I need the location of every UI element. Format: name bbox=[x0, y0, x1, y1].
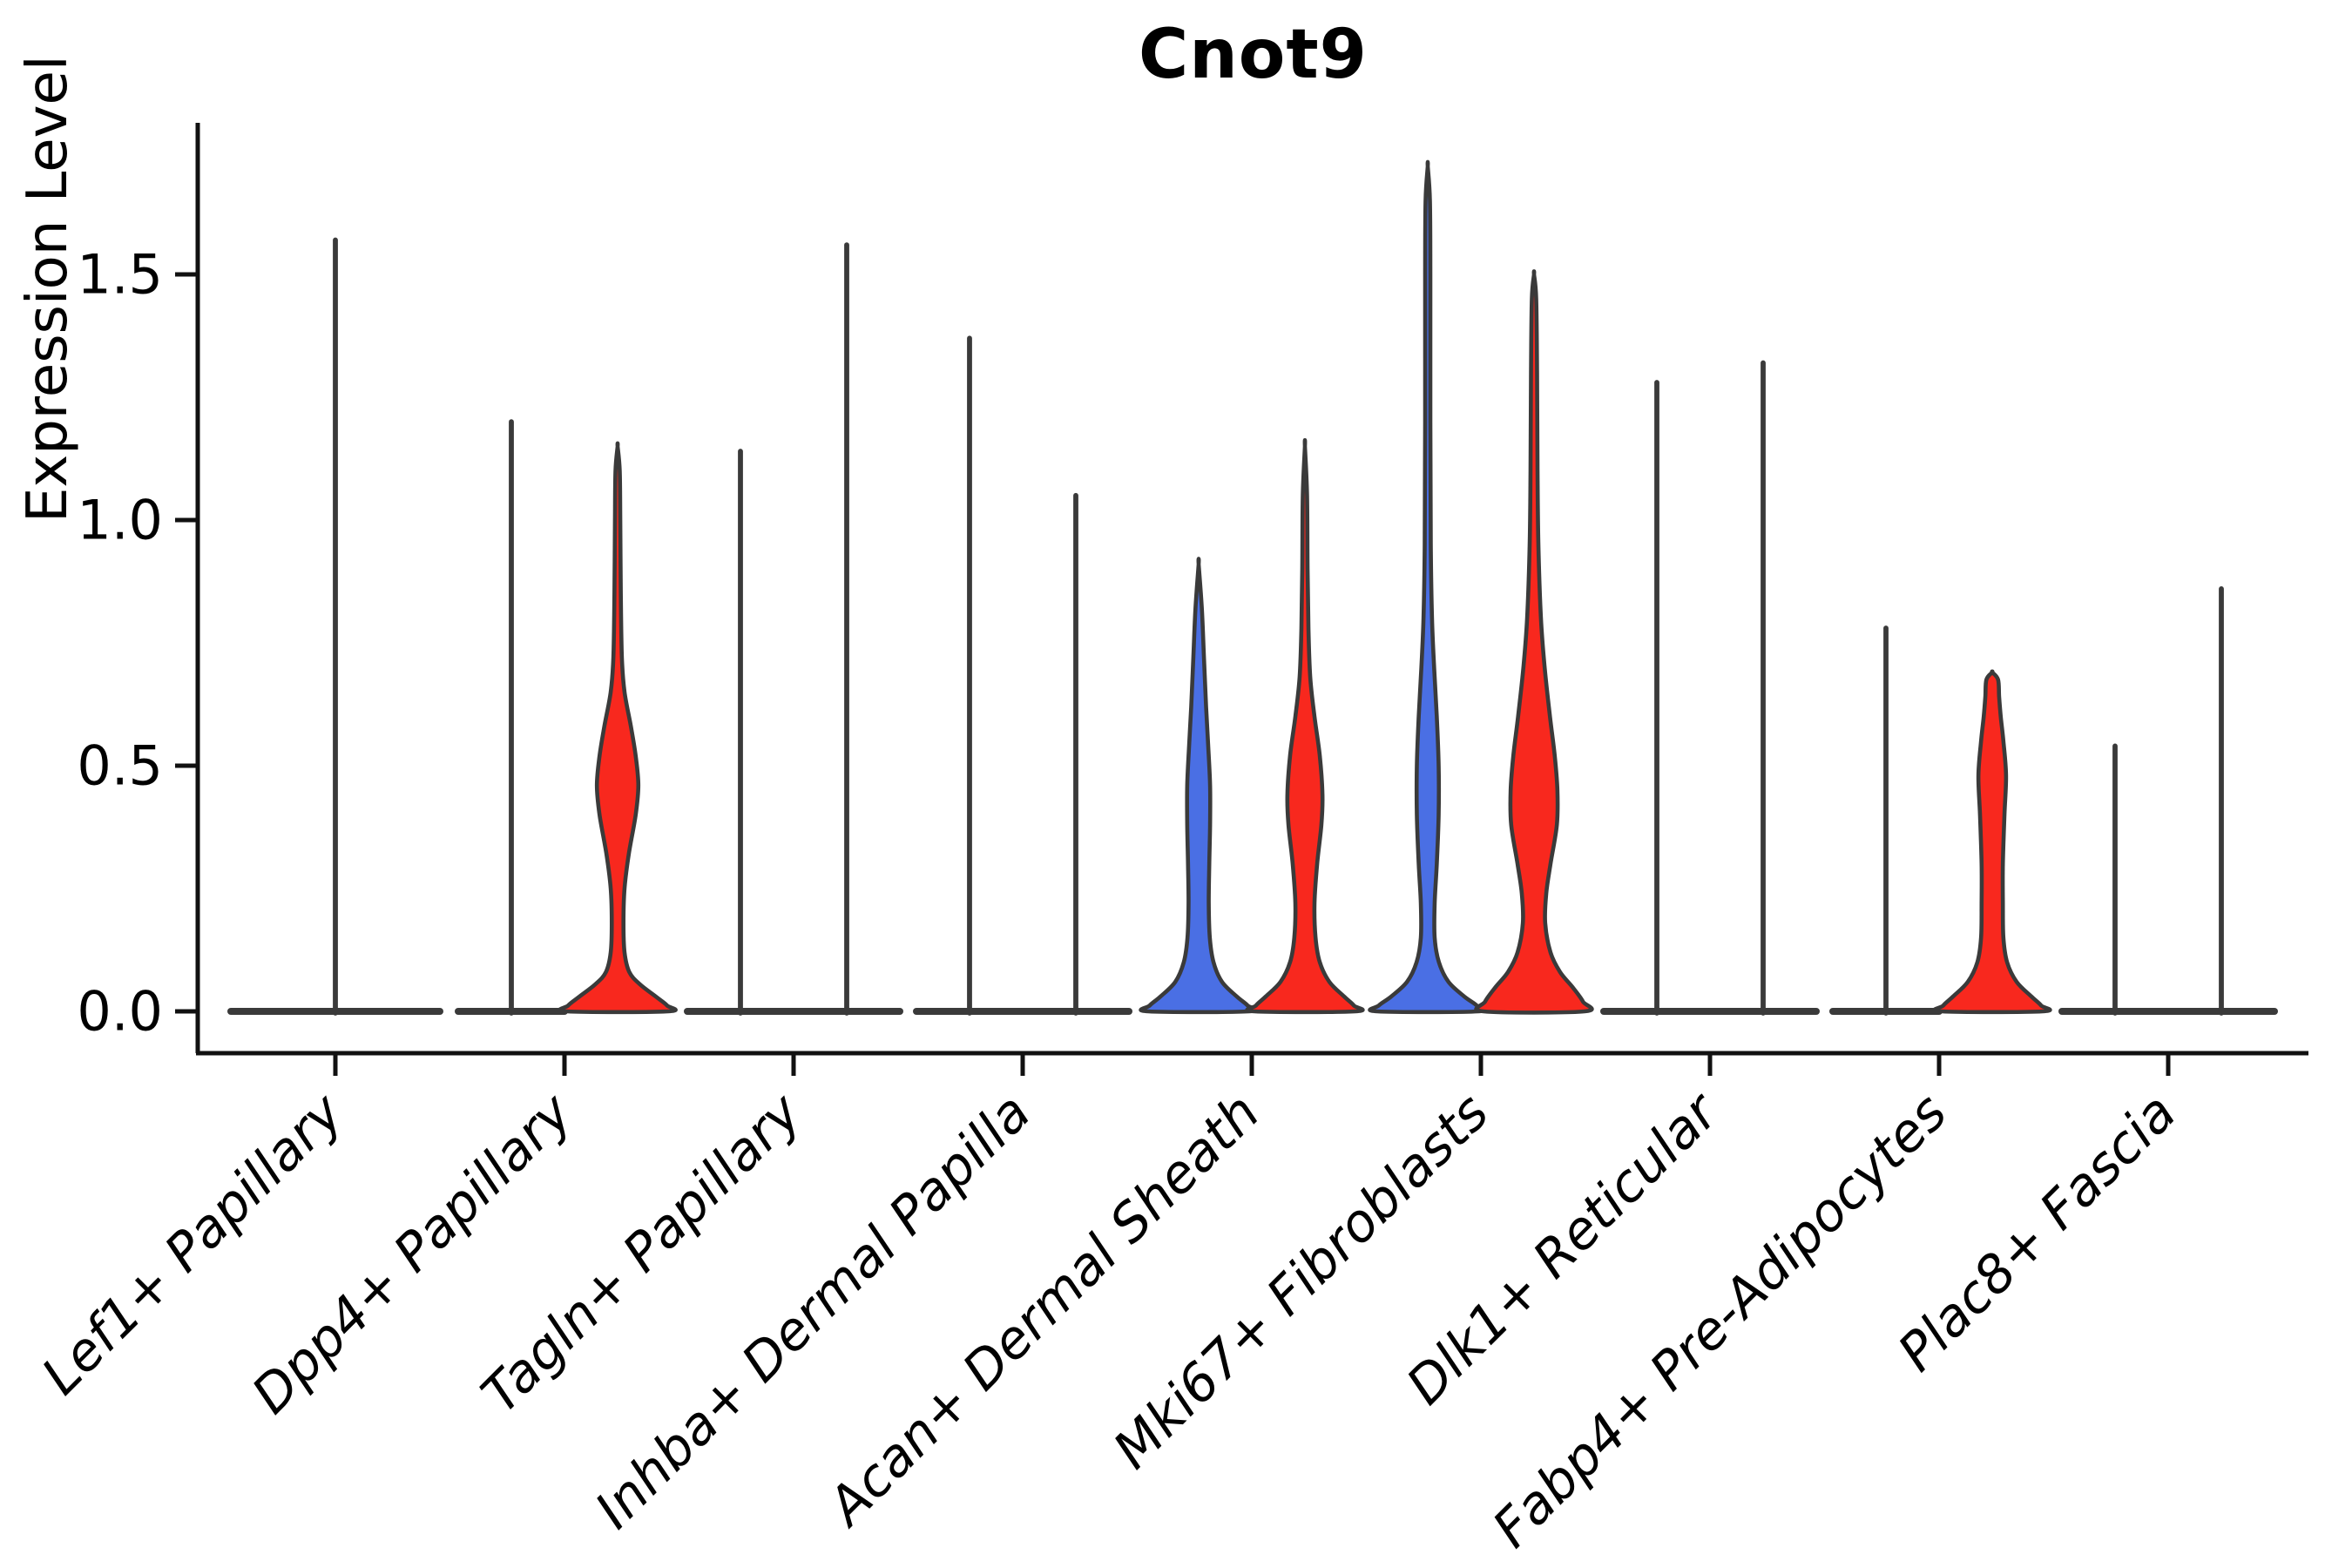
violin-body-red bbox=[558, 441, 678, 1015]
violin-body-blue bbox=[1139, 557, 1259, 1015]
x-tick-label: Inhba+ Dermal Papilla bbox=[584, 1082, 1042, 1540]
y-tick-label: 0.0 bbox=[77, 980, 163, 1044]
violin-body-red bbox=[1474, 269, 1594, 1015]
violin-body-red bbox=[1245, 438, 1365, 1015]
x-tick-label: Mki67+ Fibroblasts bbox=[1102, 1082, 1501, 1481]
violin-body-blue bbox=[1368, 159, 1488, 1015]
y-tick-label: 0.5 bbox=[77, 734, 163, 798]
y-tick-label: 1.0 bbox=[77, 489, 163, 552]
plot-title: Cnot9 bbox=[1139, 16, 1368, 94]
violin-body-red bbox=[1932, 669, 2052, 1015]
x-tick-label: Fabp4+ Pre-Adipocytes bbox=[1481, 1082, 1958, 1559]
x-tick-label: Acan+ Dermal Sheath bbox=[814, 1082, 1272, 1539]
y-tick-label: 1.5 bbox=[77, 243, 163, 307]
